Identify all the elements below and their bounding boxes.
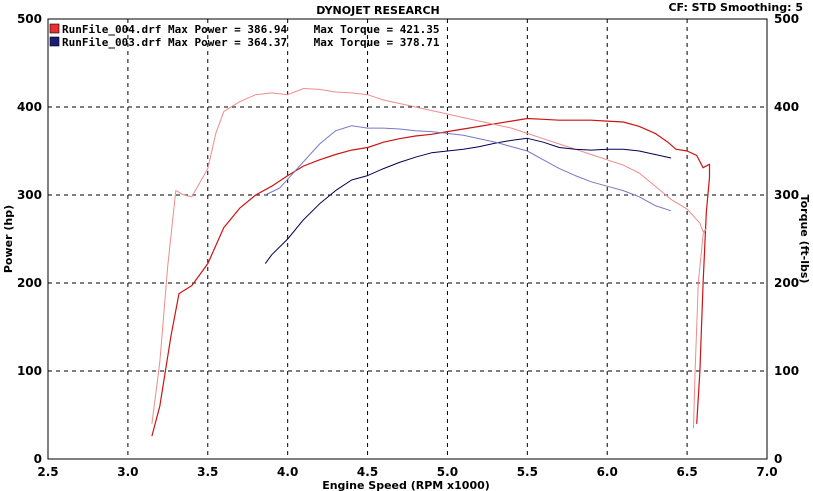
x-tick-label: 5.5 — [517, 465, 538, 479]
legend: RunFile_004.drf Max Power = 386.94 Max T… — [49, 23, 440, 49]
y-axis-label-left: Power (hp) — [2, 205, 15, 273]
chart-title: DYNOJET RESEARCH — [316, 4, 439, 17]
x-tick-label: 5.0 — [437, 465, 458, 479]
legend-swatch-run004 — [49, 23, 60, 34]
y-tick-label-right: 300 — [774, 188, 799, 202]
y-tick-label-left: 200 — [17, 276, 42, 290]
x-tick-label: 6.5 — [676, 465, 697, 479]
x-tick-label: 3.0 — [117, 465, 138, 479]
runfile-003-drf-torque-line — [265, 125, 672, 212]
runfile-004-drf-power-line — [151, 117, 711, 437]
legend-entry-run003: RunFile_003.drf Max Power = 364.37 Max T… — [62, 36, 440, 49]
x-tick-label: 2.5 — [37, 465, 58, 479]
y-tick-label-right: 100 — [774, 364, 799, 378]
grid-lines — [48, 19, 767, 459]
y-axis-label-right: Torque (ft-lbs) — [798, 195, 811, 284]
series-layer — [151, 88, 711, 437]
x-tick-label: 7.0 — [756, 465, 777, 479]
x-tick-label: 4.0 — [277, 465, 298, 479]
x-tick-label: 4.5 — [357, 465, 378, 479]
x-axis-label: Engine Speed (RPM x1000) — [322, 479, 490, 491]
y-tick-label-left: 300 — [17, 188, 42, 202]
legend-entry-run004: RunFile_004.drf Max Power = 386.94 Max T… — [62, 23, 440, 36]
y-tick-label-left: 400 — [17, 100, 42, 114]
y-tick-label-right: 200 — [774, 276, 799, 290]
runfile-004-drf-torque-line — [151, 88, 707, 429]
legend-swatch-run003 — [49, 36, 60, 47]
plot-frame — [47, 18, 768, 460]
y-tick-label-left: 0 — [34, 452, 42, 466]
y-tick-label-right: 0 — [774, 452, 782, 466]
x-tick-label: 6.0 — [597, 465, 618, 479]
correction-info: CF: STD Smoothing: 5 — [668, 1, 803, 14]
y-tick-label-left: 500 — [17, 12, 42, 26]
x-tick-label: 3.5 — [197, 465, 218, 479]
y-tick-label-left: 100 — [17, 364, 42, 378]
runfile-003-drf-power-line — [264, 137, 672, 264]
y-tick-label-right: 500 — [774, 12, 799, 26]
y-tick-label-right: 400 — [774, 100, 799, 114]
